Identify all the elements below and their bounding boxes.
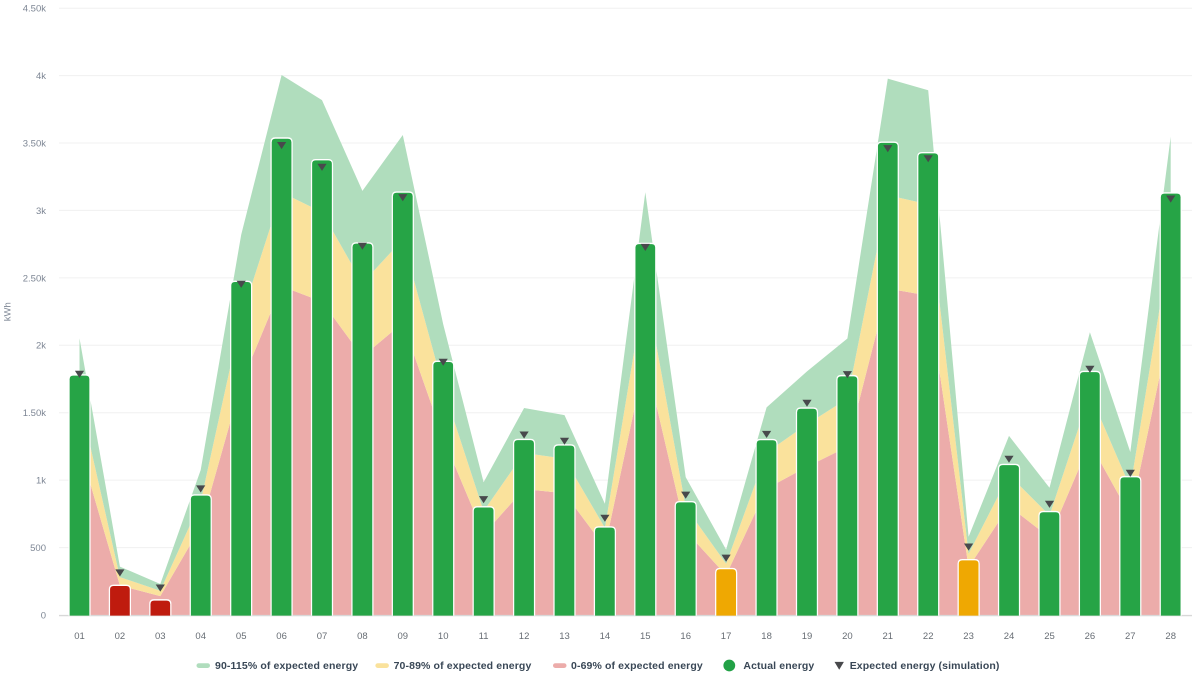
svg-text:2.50k: 2.50k — [23, 273, 46, 284]
svg-text:3k: 3k — [36, 206, 46, 217]
svg-text:4.50k: 4.50k — [23, 4, 46, 15]
svg-text:kWh: kWh — [3, 302, 14, 321]
svg-text:70-89% of expected energy: 70-89% of expected energy — [394, 660, 532, 672]
svg-text:22: 22 — [923, 631, 934, 642]
svg-text:09: 09 — [398, 631, 409, 642]
svg-text:Expected energy (simulation): Expected energy (simulation) — [850, 660, 1000, 672]
svg-text:14: 14 — [600, 631, 611, 642]
svg-text:23: 23 — [963, 631, 974, 642]
svg-text:17: 17 — [721, 631, 732, 642]
svg-text:0-69% of expected energy: 0-69% of expected energy — [571, 660, 703, 672]
svg-text:06: 06 — [276, 631, 287, 642]
svg-text:10: 10 — [438, 631, 449, 642]
svg-text:01: 01 — [74, 631, 85, 642]
svg-text:4k: 4k — [36, 71, 46, 82]
svg-text:08: 08 — [357, 631, 368, 642]
svg-text:26: 26 — [1085, 631, 1096, 642]
svg-text:1.50k: 1.50k — [23, 408, 46, 419]
svg-text:05: 05 — [236, 631, 247, 642]
svg-text:15: 15 — [640, 631, 651, 642]
svg-text:04: 04 — [195, 631, 206, 642]
svg-text:21: 21 — [883, 631, 894, 642]
svg-text:24: 24 — [1004, 631, 1015, 642]
svg-text:07: 07 — [317, 631, 328, 642]
svg-text:0: 0 — [41, 610, 46, 621]
svg-text:1k: 1k — [36, 476, 46, 487]
svg-text:500: 500 — [30, 543, 46, 554]
svg-text:02: 02 — [115, 631, 126, 642]
svg-text:3.50k: 3.50k — [23, 138, 46, 149]
svg-text:16: 16 — [680, 631, 691, 642]
svg-text:20: 20 — [842, 631, 853, 642]
svg-text:Actual energy: Actual energy — [743, 660, 814, 672]
svg-text:18: 18 — [761, 631, 772, 642]
svg-text:27: 27 — [1125, 631, 1136, 642]
svg-text:19: 19 — [802, 631, 813, 642]
svg-text:28: 28 — [1165, 631, 1176, 642]
svg-text:2k: 2k — [36, 341, 46, 352]
svg-text:90-115% of expected energy: 90-115% of expected energy — [215, 660, 358, 672]
svg-text:12: 12 — [519, 631, 530, 642]
svg-text:11: 11 — [479, 631, 489, 642]
svg-text:03: 03 — [155, 631, 166, 642]
svg-text:25: 25 — [1044, 631, 1055, 642]
svg-text:13: 13 — [559, 631, 570, 642]
